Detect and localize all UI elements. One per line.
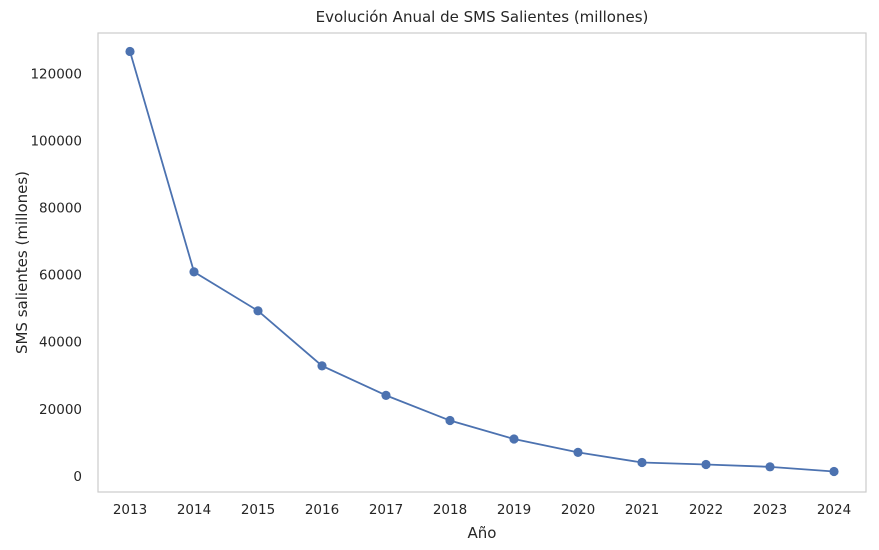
x-tick-label: 2023 [753,502,787,518]
data-point [829,466,839,477]
data-point [445,415,455,426]
x-axis-title: Año [468,524,497,542]
x-tick-label: 2016 [305,502,339,518]
x-tick-label: 2018 [433,502,467,518]
data-point [317,361,327,371]
y-tick-label: 20000 [39,402,82,418]
y-axis-ticks: 0 20000 40000 60000 80000 100000 120000 [30,66,82,485]
data-point [125,46,135,57]
data-point [765,462,775,472]
x-tick-label: 2020 [561,502,595,518]
data-point [253,306,263,316]
y-tick-label: 120000 [30,66,82,82]
y-tick-label: 100000 [30,133,82,149]
x-tick-label: 2017 [369,502,403,518]
x-tick-label: 2014 [177,502,211,518]
data-point [701,459,711,470]
series-line [129,51,835,473]
chart-title: Evolución Anual de SMS Salientes (millon… [316,8,649,26]
series-points [125,46,839,477]
plot-area-frame [97,32,867,493]
x-tick-label: 2022 [689,502,723,518]
y-tick-label: 40000 [39,335,82,351]
data-point [509,434,519,444]
x-tick-label: 2021 [625,502,659,518]
y-tick-label: 60000 [39,268,82,284]
x-tick-label: 2024 [817,502,851,518]
data-point [381,390,391,400]
data-point [189,267,199,277]
data-point [637,457,647,468]
x-tick-label: 2019 [497,502,531,518]
data-point [573,447,583,458]
x-tick-label: 2015 [241,502,275,518]
y-tick-label: 0 [73,469,82,485]
y-axis-title: SMS salientes (millones) [13,171,31,354]
y-tick-label: 80000 [39,200,82,216]
x-tick-label: 2013 [113,502,147,518]
x-axis-ticks: 2013 2014 2015 2016 2017 2018 2019 2020 2021 2022… [113,502,851,518]
